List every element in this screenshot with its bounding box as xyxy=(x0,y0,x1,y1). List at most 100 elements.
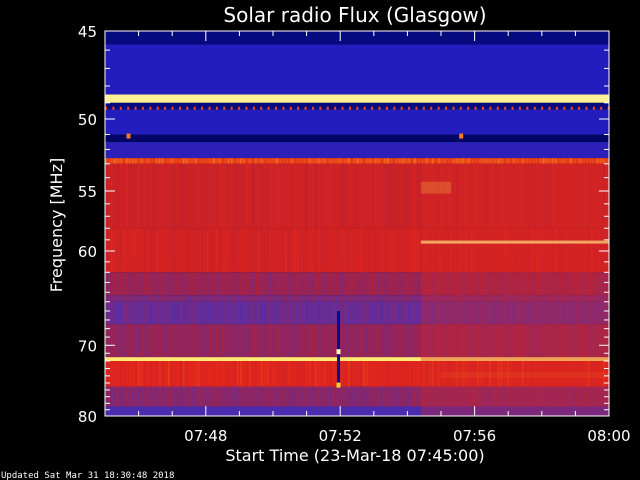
band-texture xyxy=(360,272,362,296)
band-texture xyxy=(228,324,230,358)
band-texture xyxy=(168,158,170,164)
band-texture xyxy=(306,324,308,358)
band-texture xyxy=(402,295,404,302)
band-texture xyxy=(291,163,293,229)
band-texture xyxy=(303,228,305,273)
dotted-line-dot xyxy=(445,262,448,266)
band-texture xyxy=(534,324,536,358)
band-texture xyxy=(576,324,578,358)
band-texture xyxy=(231,163,233,229)
band-texture xyxy=(333,272,335,296)
dotted-line-dot xyxy=(363,106,366,110)
dotted-line-dot xyxy=(267,262,270,266)
band-texture xyxy=(597,295,599,302)
band-texture xyxy=(570,361,572,387)
band-texture xyxy=(501,272,503,296)
band-texture xyxy=(165,163,167,229)
dotted-line-dot xyxy=(600,262,603,266)
band-texture xyxy=(564,272,566,296)
band-texture xyxy=(183,228,185,273)
band-texture xyxy=(453,301,455,325)
dotted-line-dot xyxy=(578,106,581,110)
band-texture xyxy=(129,228,131,273)
band-texture xyxy=(363,301,365,325)
band-texture xyxy=(195,158,197,164)
band-texture xyxy=(117,295,119,302)
band-texture xyxy=(546,228,548,273)
band-texture xyxy=(309,386,311,407)
band-texture xyxy=(408,272,410,296)
band-texture xyxy=(153,228,155,273)
band-texture xyxy=(294,163,296,229)
dotted-line-dot xyxy=(437,262,440,266)
band-texture xyxy=(591,272,593,296)
band-texture xyxy=(285,324,287,358)
band-texture xyxy=(225,295,227,302)
band-texture xyxy=(465,301,467,325)
band-texture xyxy=(321,272,323,296)
band-texture xyxy=(495,361,497,387)
dotted-line-dot xyxy=(164,106,167,110)
band-texture xyxy=(198,272,200,296)
band-texture xyxy=(234,295,236,302)
band-texture xyxy=(549,163,551,229)
band-texture xyxy=(483,324,485,358)
band-texture xyxy=(273,301,275,325)
band-texture xyxy=(501,361,503,387)
band-texture xyxy=(483,163,485,229)
dotted-line-dot xyxy=(481,262,484,266)
band-texture xyxy=(129,163,131,229)
band-texture xyxy=(390,324,392,358)
band-texture xyxy=(303,272,305,296)
dotted-line-dot xyxy=(600,106,603,110)
band-texture xyxy=(522,163,524,229)
band-texture xyxy=(399,301,401,325)
band-texture xyxy=(111,386,113,407)
band-texture xyxy=(132,295,134,302)
band-texture xyxy=(177,272,179,296)
band-texture xyxy=(456,158,458,164)
band-texture xyxy=(267,295,269,302)
dotted-line-dot xyxy=(171,262,174,266)
band-texture xyxy=(318,272,320,296)
band-texture xyxy=(501,163,503,229)
dotted-line-dot xyxy=(422,106,425,110)
band-texture xyxy=(558,272,560,296)
band-texture xyxy=(579,158,581,164)
band-texture xyxy=(123,361,125,387)
dotted-line-dot xyxy=(267,106,270,110)
band-texture xyxy=(222,158,224,164)
band-texture xyxy=(558,158,560,164)
band-texture xyxy=(555,228,557,273)
dotted-line-dot xyxy=(511,106,514,110)
band-texture xyxy=(270,301,272,325)
band-texture xyxy=(393,228,395,273)
band-texture xyxy=(531,386,533,407)
band-texture xyxy=(126,324,128,358)
band-texture xyxy=(426,386,428,407)
band-texture xyxy=(423,295,425,302)
band-texture xyxy=(288,163,290,229)
band-fill xyxy=(105,44,609,95)
dotted-line-dot xyxy=(452,106,455,110)
band-texture xyxy=(144,158,146,164)
band-texture xyxy=(162,301,164,325)
band-texture xyxy=(369,324,371,358)
band-texture xyxy=(300,163,302,229)
band-texture xyxy=(117,301,119,325)
band-texture xyxy=(474,272,476,296)
band-fill xyxy=(105,134,609,143)
band-texture xyxy=(333,386,335,407)
band-texture xyxy=(582,324,584,358)
band-texture xyxy=(570,324,572,358)
band-texture xyxy=(312,272,314,296)
band-texture xyxy=(267,386,269,407)
dotted-line-dot xyxy=(208,262,211,266)
band-texture xyxy=(432,272,434,296)
y-tick-label: 55 xyxy=(78,183,97,201)
band-texture xyxy=(339,163,341,229)
band-texture xyxy=(261,386,263,407)
chart-title: Solar radio Flux (Glasgow) xyxy=(223,3,486,27)
band-texture xyxy=(177,158,179,164)
band-texture xyxy=(177,295,179,302)
